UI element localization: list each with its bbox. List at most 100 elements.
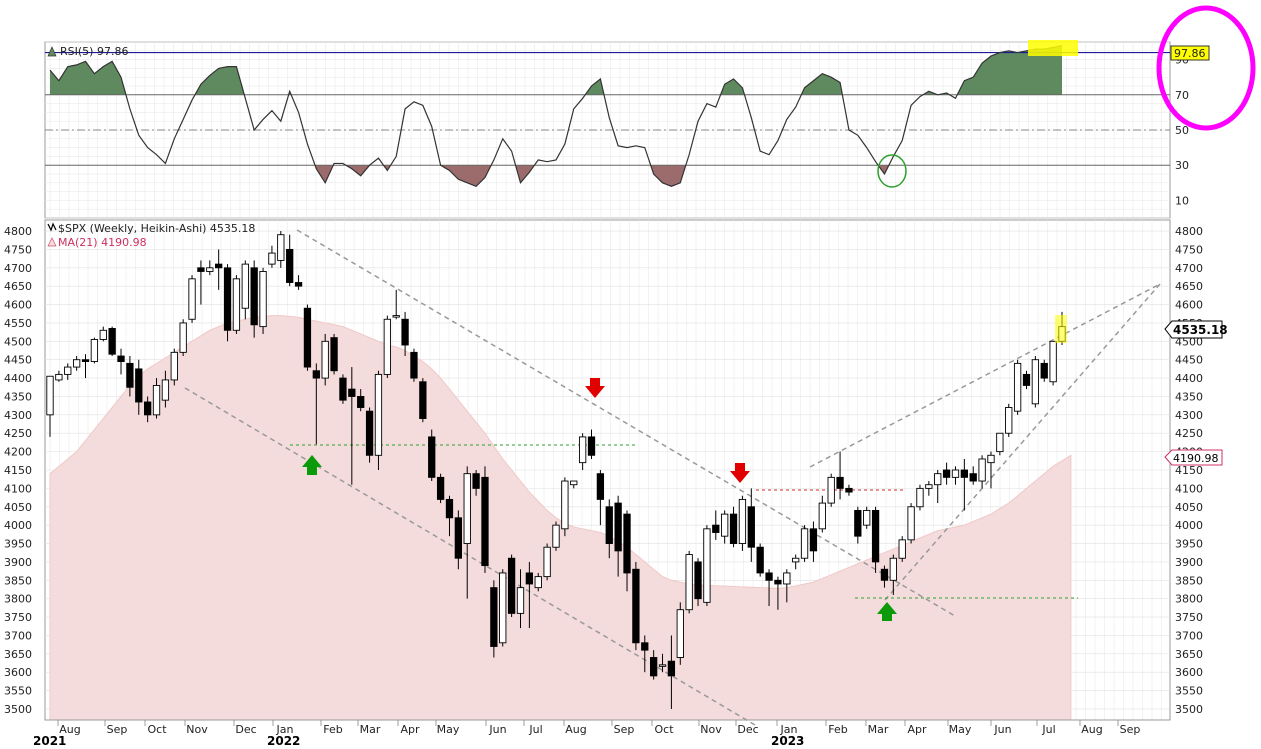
rsi-line: [49, 45, 1063, 188]
price-tick-label-left: 4300: [4, 409, 32, 422]
rsi-tick-label: 10: [1175, 194, 1189, 207]
price-badge: 4535.18: [1164, 320, 1228, 339]
rsi-tick-label: 50: [1175, 124, 1189, 137]
candle: [987, 451, 995, 489]
candle-body: [792, 557, 800, 563]
candle-body: [561, 480, 569, 530]
candle: [374, 370, 383, 470]
x-tick-label: Nov: [700, 723, 722, 736]
price-tick-label-left: 4350: [4, 390, 32, 403]
x-tick-label: Apr: [907, 723, 927, 736]
candle: [46, 375, 54, 437]
candle-body: [170, 351, 178, 381]
price-tick-label-right: 3900: [1175, 556, 1203, 569]
candle: [419, 378, 427, 423]
candle: [596, 470, 605, 526]
candle-body: [534, 576, 542, 589]
candle: [898, 536, 906, 562]
price-legend-icon: [47, 222, 57, 232]
rsi-fill-areas: [50, 45, 1062, 187]
price-tick-label-left: 3500: [4, 703, 32, 716]
price-tick-label-right: 4100: [1175, 482, 1203, 495]
rsi-legend-icon: [47, 46, 57, 57]
candle: [330, 333, 338, 375]
x-tick-label: Mar: [360, 723, 381, 736]
candle: [969, 466, 977, 485]
candle-body: [738, 498, 747, 544]
candle-body: [197, 267, 205, 272]
candle-body: [81, 359, 90, 362]
candle: [81, 354, 90, 379]
candle: [667, 635, 676, 709]
candle: [463, 466, 471, 599]
price-tick-label-right: 4150: [1175, 464, 1203, 477]
x-tick-label: Jul: [528, 723, 542, 736]
last-candle-highlight: [1055, 315, 1067, 343]
channel-lower-line: [184, 387, 756, 726]
candle: [703, 525, 711, 607]
candle: [277, 231, 285, 268]
candle-body: [215, 263, 223, 269]
x-tick-label: Dec: [235, 723, 256, 736]
candle-body: [978, 458, 986, 482]
candle-body: [783, 572, 791, 585]
price-tick-label-right: 3800: [1175, 593, 1203, 606]
candle-body: [126, 362, 134, 388]
price-tick-label-left: 3850: [4, 574, 32, 587]
price-tick-label-left: 4200: [4, 446, 32, 459]
price-tick-label-right: 3750: [1175, 611, 1203, 624]
price-tick-label-right: 3650: [1175, 648, 1203, 661]
price-tick-label-right: 4350: [1175, 390, 1203, 403]
candle-body: [135, 368, 143, 403]
candle-body: [907, 506, 915, 541]
candle: [490, 580, 498, 658]
candle-body: [632, 568, 640, 644]
price-tick-label-right: 4650: [1175, 280, 1203, 293]
rsi-axis-labels: 9070503010: [1175, 54, 1189, 208]
price-tick-label-right: 3700: [1175, 629, 1203, 642]
candle: [854, 506, 862, 544]
candle: [161, 370, 170, 408]
candle-body: [685, 554, 693, 611]
candle: [348, 367, 356, 485]
candle: [996, 432, 1004, 456]
candle-body: [348, 388, 356, 397]
candle: [747, 488, 755, 562]
rising-trendline-lower: [884, 283, 1161, 601]
candle-body: [942, 469, 951, 478]
candle: [206, 260, 214, 276]
rsi-level-lines: [45, 51, 1170, 166]
candle: [99, 326, 107, 342]
candle-body: [152, 384, 161, 416]
candle: [605, 499, 613, 559]
price-tick-label-right: 4600: [1175, 299, 1203, 312]
price-tick-label-right: 3850: [1175, 574, 1203, 587]
candle: [650, 650, 658, 680]
candle-body: [676, 609, 684, 658]
candle: [90, 337, 99, 364]
candle: [960, 458, 968, 511]
candle-body: [516, 587, 525, 614]
candle-body: [818, 502, 826, 530]
candle: [1031, 356, 1040, 408]
candle-body: [357, 396, 365, 408]
candle-body: [1049, 340, 1057, 383]
candle: [756, 543, 764, 577]
x-tick-label: Feb: [323, 723, 342, 736]
candle: [241, 260, 249, 320]
x-tick-label: Feb: [828, 723, 847, 736]
candle-body: [472, 473, 480, 489]
candle-body: [969, 473, 977, 482]
price-tick-label-left: 4000: [4, 519, 32, 532]
candle-body: [144, 401, 152, 416]
x-tick-label: May: [437, 723, 460, 736]
candle: [951, 466, 960, 485]
candle: [836, 451, 844, 500]
candle: [916, 484, 924, 511]
candle-body: [108, 328, 116, 355]
candle: [152, 378, 161, 419]
svg-text:97.86: 97.86: [1174, 47, 1206, 60]
svg-text:4190.98: 4190.98: [1173, 452, 1219, 465]
candle: [117, 348, 125, 375]
rsi-line-group: [49, 45, 1063, 188]
